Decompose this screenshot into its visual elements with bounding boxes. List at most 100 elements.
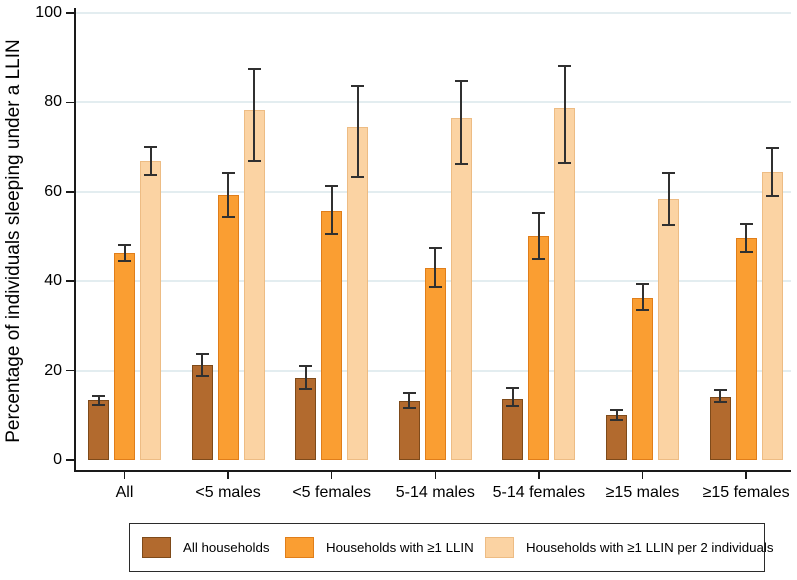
error-bar-cap-top: [610, 408, 623, 411]
error-bar-cap-bottom: [92, 403, 105, 406]
x-axis-label: <5 males: [195, 484, 261, 501]
bar: [761, 172, 783, 460]
bar: [191, 365, 213, 460]
bar: [424, 268, 446, 460]
error-bar: [97, 395, 100, 405]
error-bar-cap-bottom: [402, 407, 416, 410]
bar: [450, 118, 472, 460]
error-bar-cap-top: [662, 172, 675, 175]
error-bar: [304, 366, 307, 390]
error-bar-cap-top: [299, 365, 313, 368]
error-bar-cap-bottom: [662, 224, 675, 227]
error-bar: [771, 147, 774, 196]
error-bar: [434, 247, 437, 287]
error-bar: [615, 409, 618, 421]
error-bar-cap-top: [92, 394, 105, 397]
bar: [114, 253, 135, 460]
error-bar-cap-bottom: [765, 194, 779, 197]
x-tick: [538, 471, 540, 479]
error-bar-cap-top: [221, 171, 235, 174]
error-bar-cap-top: [532, 211, 546, 214]
error-bar-cap-top: [118, 243, 131, 246]
error-bar-cap-bottom: [299, 388, 313, 391]
error-bar-cap-bottom: [532, 257, 546, 260]
legend-swatch-households-1-llin: [285, 537, 314, 558]
error-bar: [330, 185, 333, 235]
error-bar: [201, 354, 204, 377]
y-tick-label: 60: [44, 182, 62, 200]
legend-swatch-households-1-llin-per-2: [485, 537, 514, 558]
error-bar-cap-bottom: [506, 405, 520, 408]
error-bar: [460, 80, 463, 164]
y-tick: [66, 191, 74, 193]
bar: [243, 109, 265, 460]
error-bar-cap-bottom: [247, 159, 261, 162]
legend-swatch-all-households: [142, 537, 171, 558]
y-axis-line: [74, 8, 76, 472]
x-axis-label: 5-14 females: [492, 484, 586, 501]
error-bar-cap-bottom: [713, 401, 727, 404]
y-tick-label: 80: [44, 93, 62, 111]
error-bar: [667, 173, 670, 226]
error-bar: [511, 388, 514, 407]
error-bar-cap-bottom: [636, 308, 649, 311]
y-tick-label: 100: [35, 4, 62, 21]
x-tick: [227, 471, 229, 479]
x-tick: [641, 471, 644, 479]
error-bar: [149, 147, 152, 176]
y-tick: [66, 369, 74, 372]
error-bar-cap-bottom: [325, 233, 339, 236]
bar: [88, 400, 109, 460]
error-bar: [123, 244, 126, 262]
y-tick: [66, 280, 74, 282]
error-bar-cap-bottom: [454, 162, 468, 165]
bar: [502, 398, 524, 460]
error-bar-cap-top: [144, 146, 157, 149]
error-bar-cap-top: [506, 387, 520, 390]
bar: [735, 238, 757, 460]
error-bar: [641, 284, 644, 310]
error-bar: [253, 69, 256, 161]
x-tick: [330, 471, 333, 479]
error-bar: [227, 172, 230, 218]
error-bar: [745, 223, 748, 252]
error-bar-cap-bottom: [118, 260, 131, 263]
error-bar-cap-top: [247, 68, 261, 71]
legend-label-households-1-llin: Households with ≥1 LLIN: [326, 540, 474, 555]
error-bar: [719, 389, 722, 403]
legend-label-households-1-llin-per-2: Households with ≥1 LLIN per 2 individual…: [526, 540, 774, 555]
error-bar-cap-bottom: [739, 250, 753, 253]
bar: [528, 235, 550, 460]
error-bar-cap-top: [428, 246, 442, 249]
error-bar-cap-bottom: [144, 174, 157, 177]
error-bar-cap-top: [351, 84, 365, 87]
x-axis-label: <5 females: [292, 484, 372, 501]
x-tick: [434, 471, 437, 479]
error-bar-cap-top: [454, 79, 468, 82]
x-axis-label: ≥15 females: [702, 484, 790, 501]
error-bar-cap-bottom: [558, 161, 572, 164]
y-tick: [66, 12, 74, 14]
error-bar-cap-top: [739, 222, 753, 225]
error-bar: [356, 85, 359, 178]
error-bar-cap-top: [636, 283, 649, 286]
y-tick-label: 0: [53, 451, 62, 468]
y-tick-label: 40: [44, 272, 62, 290]
bar: [606, 414, 627, 460]
x-axis-label: All: [115, 484, 134, 501]
bar: [398, 400, 420, 460]
bar: [140, 161, 161, 460]
error-bar-cap-top: [325, 184, 339, 187]
x-axis-label: 5-14 males: [395, 484, 475, 501]
error-bar-cap-bottom: [351, 176, 365, 179]
gridline: [75, 101, 791, 104]
error-bar-cap-bottom: [428, 285, 442, 288]
x-tick: [745, 471, 747, 479]
legend-label-all-households: All households: [183, 540, 270, 555]
error-bar-cap-bottom: [610, 419, 623, 422]
x-axis-line: [74, 470, 791, 472]
x-tick: [123, 471, 126, 479]
error-bar-cap-bottom: [221, 216, 235, 219]
bar: [321, 211, 343, 460]
